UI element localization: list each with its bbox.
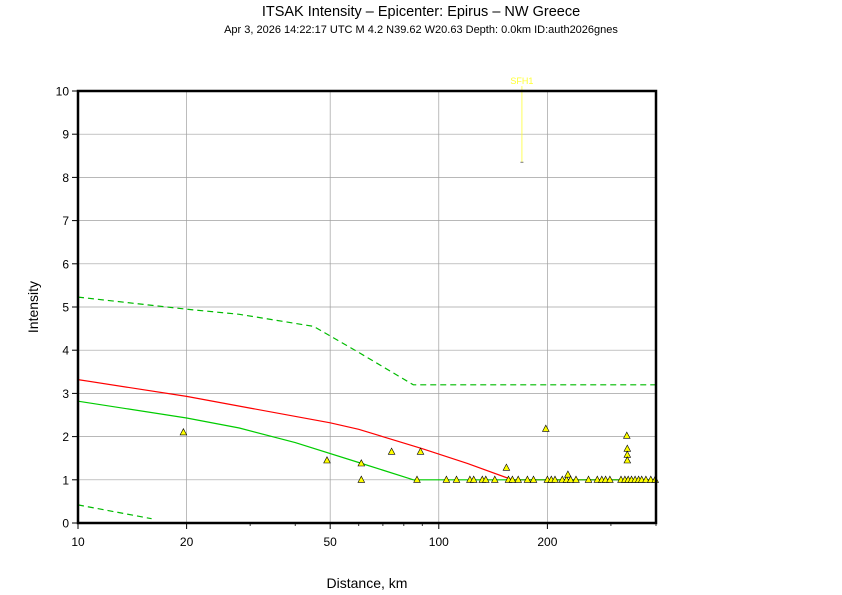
station-marker bbox=[529, 475, 538, 483]
station-marker bbox=[469, 475, 478, 483]
station-marker bbox=[542, 424, 550, 432]
x-tick-label: 200 bbox=[537, 535, 557, 549]
station-markers bbox=[179, 424, 659, 483]
station-marker bbox=[606, 475, 614, 483]
station-marker bbox=[593, 475, 602, 483]
station-marker bbox=[416, 447, 425, 455]
station-marker bbox=[642, 475, 650, 483]
y-tick-label: 4 bbox=[62, 344, 69, 358]
station-marker bbox=[323, 456, 331, 464]
curve-median bbox=[77, 379, 656, 481]
annotation: SFH1 bbox=[510, 76, 533, 163]
axis-ticks: 0 1 2 3 4 5 6 7 8 9 10 10 20 50 100 200 bbox=[56, 85, 657, 549]
station-marker bbox=[452, 475, 461, 483]
y-tick-label: 9 bbox=[62, 128, 69, 142]
station-marker bbox=[491, 475, 499, 483]
y-tick-label: 2 bbox=[62, 430, 69, 444]
station-marker bbox=[508, 475, 517, 483]
station-marker bbox=[502, 463, 511, 471]
station-marker bbox=[357, 459, 366, 467]
station-marker bbox=[551, 475, 559, 483]
chart-title: ITSAK Intensity – Epicenter: Epirus – NW… bbox=[261, 4, 581, 20]
annotation-label: SFH1 bbox=[510, 76, 533, 86]
y-tick-label: 3 bbox=[62, 387, 69, 401]
chart-subtitle: Apr 3, 2026 14:22:17 UTC M 4.2 N39.62 W2… bbox=[224, 24, 618, 36]
curves bbox=[77, 296, 656, 520]
station-marker bbox=[584, 475, 593, 483]
y-axis-label: Intensity bbox=[25, 281, 41, 333]
station-marker bbox=[514, 475, 522, 483]
station-marker bbox=[357, 475, 366, 483]
station-marker bbox=[564, 470, 572, 478]
station-marker bbox=[523, 475, 532, 483]
station-marker bbox=[482, 475, 490, 483]
y-tick-label: 8 bbox=[62, 171, 69, 185]
y-tick-label: 10 bbox=[56, 85, 70, 99]
curve-lower-bound bbox=[77, 504, 152, 520]
x-tick-label: 50 bbox=[323, 535, 337, 549]
station-marker bbox=[623, 456, 632, 464]
station-marker bbox=[387, 447, 396, 455]
x-tick-label: 10 bbox=[71, 535, 85, 549]
station-marker bbox=[566, 475, 575, 483]
station-marker bbox=[413, 475, 421, 483]
x-axis-label: Distance, km bbox=[327, 575, 408, 591]
y-tick-label: 0 bbox=[62, 517, 69, 531]
y-tick-label: 6 bbox=[62, 257, 69, 271]
y-tick-label: 1 bbox=[62, 473, 69, 487]
curve-upper-bound bbox=[77, 296, 656, 386]
x-tick-label: 100 bbox=[429, 535, 449, 549]
station-marker bbox=[442, 475, 451, 483]
station-marker bbox=[623, 444, 632, 452]
station-marker bbox=[572, 475, 580, 483]
grid-lines bbox=[77, 90, 656, 524]
station-marker bbox=[623, 431, 631, 439]
curve-lower bbox=[77, 400, 656, 481]
station-marker bbox=[179, 428, 188, 436]
x-tick-label: 20 bbox=[180, 535, 194, 549]
y-tick-label: 5 bbox=[62, 301, 69, 315]
y-tick-label: 7 bbox=[62, 214, 69, 228]
